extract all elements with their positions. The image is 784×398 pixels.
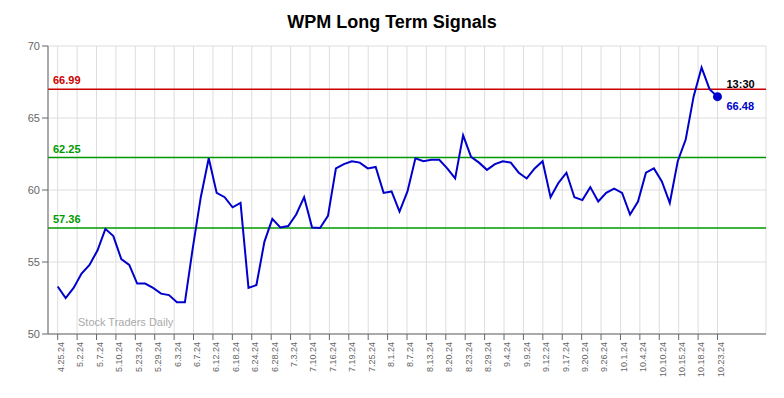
svg-text:9.9.24: 9.9.24 [522, 342, 532, 367]
svg-text:7.10.24: 7.10.24 [308, 342, 318, 372]
svg-text:9.17.24: 9.17.24 [561, 342, 571, 372]
svg-text:6.24.24: 6.24.24 [250, 342, 260, 372]
svg-text:13:30: 13:30 [726, 78, 754, 90]
svg-text:70: 70 [28, 40, 40, 52]
svg-text:10.4.24: 10.4.24 [638, 342, 648, 372]
svg-text:9.4.24: 9.4.24 [502, 342, 512, 367]
svg-text:6.28.24: 6.28.24 [270, 342, 280, 372]
svg-text:66.99: 66.99 [53, 74, 81, 86]
svg-text:57.36: 57.36 [53, 213, 81, 225]
html-text:WPM Long Term Signals: WPM Long Term Signals [287, 12, 497, 32]
svg-text:5.2.24: 5.2.24 [75, 342, 85, 367]
svg-text:5.29.24: 5.29.24 [153, 342, 163, 372]
svg-text:8.20.24: 8.20.24 [444, 342, 454, 372]
svg-text:6.7.24: 6.7.24 [192, 342, 202, 367]
svg-text:50: 50 [28, 328, 40, 340]
svg-text:5.10.24: 5.10.24 [114, 342, 124, 372]
svg-text:8.1.24: 8.1.24 [386, 342, 396, 367]
svg-text:10.18.24: 10.18.24 [696, 342, 706, 377]
svg-text:9.12.24: 9.12.24 [541, 342, 551, 372]
svg-text:7.25.24: 7.25.24 [367, 342, 377, 372]
svg-text:10.23.24: 10.23.24 [716, 342, 726, 377]
svg-text:8.29.24: 8.29.24 [483, 342, 493, 372]
svg-text:7.19.24: 7.19.24 [347, 342, 357, 372]
html-text:Stock Traders Daily: Stock Traders Daily [78, 316, 174, 328]
svg-text:7.3.24: 7.3.24 [289, 342, 299, 367]
svg-text:7.16.24: 7.16.24 [328, 342, 338, 372]
svg-text:8.23.24: 8.23.24 [464, 342, 474, 372]
svg-text:62.25: 62.25 [53, 143, 81, 155]
svg-text:10.10.24: 10.10.24 [658, 342, 668, 377]
svg-text:60: 60 [28, 184, 40, 196]
svg-text:6.3.24: 6.3.24 [173, 342, 183, 367]
svg-text:5.7.24: 5.7.24 [95, 342, 105, 367]
svg-text:9.20.24: 9.20.24 [580, 342, 590, 372]
svg-text:8.13.24: 8.13.24 [425, 342, 435, 372]
svg-text:55: 55 [28, 256, 40, 268]
svg-text:6.12.24: 6.12.24 [211, 342, 221, 372]
svg-text:10.15.24: 10.15.24 [677, 342, 687, 377]
svg-text:65: 65 [28, 112, 40, 124]
svg-text:10.1.24: 10.1.24 [619, 342, 629, 372]
svg-text:5.23.24: 5.23.24 [134, 342, 144, 372]
svg-text:66.48: 66.48 [726, 100, 754, 112]
svg-text:8.7.24: 8.7.24 [405, 342, 415, 367]
svg-text:4.25.24: 4.25.24 [56, 342, 66, 372]
svg-text:6.18.24: 6.18.24 [231, 342, 241, 372]
svg-text:9.26.24: 9.26.24 [599, 342, 609, 372]
